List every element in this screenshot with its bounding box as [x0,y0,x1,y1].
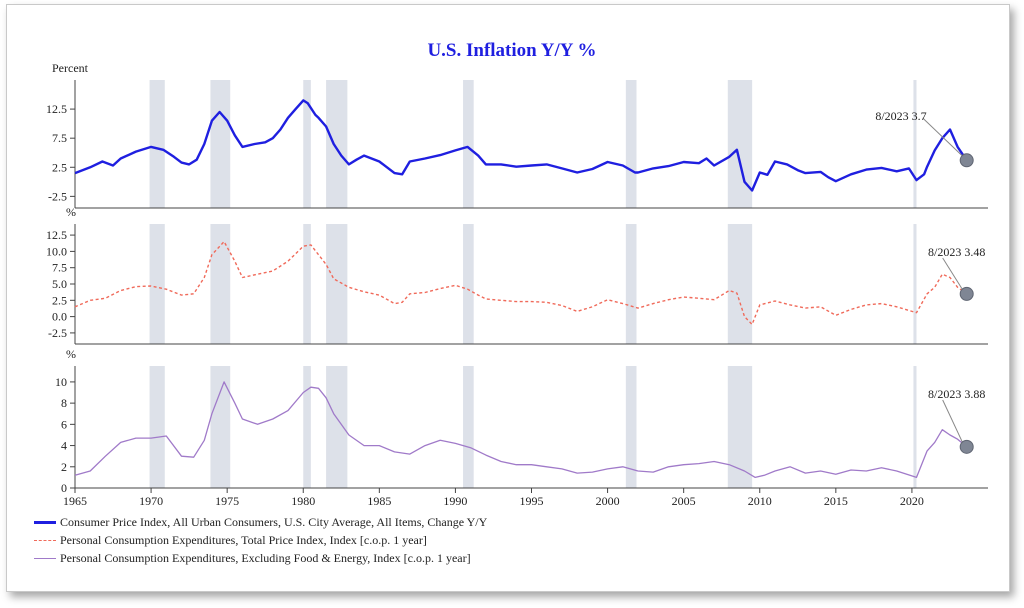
recession-band-1-8 [913,80,917,208]
y-axis-title-1: Percent [52,61,89,75]
x-tick-label-6: 1990 [443,494,467,508]
end-point-marker-2 [959,286,974,301]
x-axis: 1965 1970 1975 1980 1985 1990 1995 2000 2005 2010… [63,488,924,508]
y-tick-label-2-2: 0.0 [52,310,67,324]
x-tick-label-2: 1970 [139,494,163,508]
end-point-marker-3 [959,439,974,454]
recession-band-1-4 [326,80,348,208]
legend-label-pce: Personal Consumption Expenditures, Total… [60,532,427,547]
x-tick-label-11: 2015 [824,494,848,508]
annotation-label-1: 8/2023 3.7 [875,109,926,123]
x-tick-label-1: 1965 [63,494,87,508]
legend-swatch-core-pce [34,557,56,559]
y-tick-label-3-2: 2 [61,460,67,474]
legend-item-pce: Personal Consumption Expenditures, Total… [34,531,487,549]
y-tick-label-3-3: 4 [61,439,67,453]
recession-band-3-8 [913,366,917,488]
legend-label-core-pce: Personal Consumption Expenditures, Exclu… [60,550,471,565]
end-point-marker-1 [959,153,974,168]
y-axis-title-2: % [66,205,76,219]
legend-item-core-pce: Personal Consumption Expenditures, Exclu… [34,549,487,567]
panel-1: -2.5 2.5 7.5 12.5 Percent 8/2023 3.7 [46,61,988,209]
recession-band-3-4 [326,366,348,488]
y-tick-label-2-1: -2.5 [48,326,67,340]
annotation-label-3: 8/2023 3.88 [928,387,985,401]
recession-band-2-6 [625,224,637,344]
recession-band-2-7 [727,224,753,344]
recession-band-3-3 [303,366,311,488]
recession-band-2-3 [303,224,311,344]
panel-3: 0 2 4 6 8 10% 8/2023 3.88 [55,347,988,495]
recession-band-2-1 [149,224,165,344]
recession-band-1-3 [303,80,311,208]
chart-title: U.S. Inflation Y/Y % [427,40,596,61]
y-tick-label-2-3: 2.5 [52,293,67,307]
y-tick-label-2-5: 7.5 [52,261,67,275]
y-tick-label-1-4: 12.5 [46,102,67,116]
y-tick-label-1-3: 7.5 [52,131,67,145]
annotation-leader-1 [922,117,964,157]
x-tick-label-12: 2020 [900,494,924,508]
x-tick-label-8: 2000 [596,494,620,508]
recession-band-2-2 [210,224,231,344]
annotation-leader-3 [942,399,964,444]
x-tick-label-9: 2005 [672,494,696,508]
series-line-1 [74,99,968,192]
series-line-3 [74,381,968,479]
recession-band-2-8 [913,224,917,344]
y-axis-title-3: % [66,347,76,361]
recession-band-1-6 [625,80,637,208]
recession-band-2-5 [463,224,474,344]
x-tick-label-10: 2010 [748,494,772,508]
recession-band-3-5 [463,366,474,488]
recession-band-1-7 [727,80,753,208]
annotation-label-2: 8/2023 3.48 [928,245,985,259]
recession-band-1-1 [149,80,165,208]
y-tick-label-2-4: 5.0 [52,277,67,291]
y-tick-label-2-6: 10.0 [46,244,67,258]
recession-band-3-2 [210,366,231,488]
x-tick-label-4: 1980 [291,494,315,508]
legend: Consumer Price Index, All Urban Consumer… [34,513,487,567]
y-tick-label-2-7: 12.5 [46,228,67,242]
chart-panels: -2.5 2.5 7.5 12.5 Percent 8/2023 3.7 -2.5 0.0 2.… [46,61,988,495]
legend-label-cpi: Consumer Price Index, All Urban Consumer… [60,514,488,529]
chart-frame [6,4,1010,592]
y-tick-label-1-2: 2.5 [52,160,67,174]
recession-band-2-4 [326,224,348,344]
annotation-leader-2 [942,257,964,291]
legend-item-cpi: Consumer Price Index, All Urban Consumer… [34,513,487,531]
recession-band-3-1 [149,366,165,488]
y-tick-label-1-1: -2.5 [48,189,67,203]
y-tick-label-3-5: 8 [61,396,67,410]
recession-band-3-7 [727,366,753,488]
y-tick-label-3-6: 10 [55,375,67,389]
recession-band-1-2 [210,80,231,208]
legend-swatch-cpi [34,520,56,524]
y-tick-label-3-4: 6 [61,417,67,431]
x-tick-label-3: 1975 [215,494,239,508]
panel-2: -2.5 0.0 2.5 5.0 7.5 10.0 12.5% 8/2023 3.48 [46,205,988,345]
y-tick-label-3-1: 0 [61,481,67,495]
series-line-2 [74,240,968,326]
legend-swatch-pce [34,539,56,541]
x-tick-label-7: 1995 [520,494,544,508]
recession-band-1-5 [463,80,474,208]
recession-band-3-6 [625,366,637,488]
x-tick-label-5: 1985 [367,494,391,508]
